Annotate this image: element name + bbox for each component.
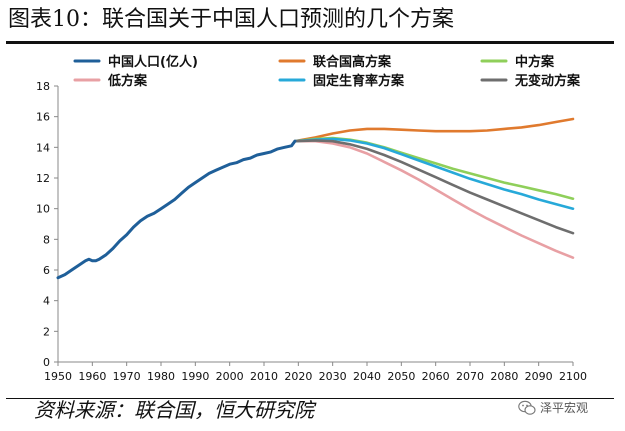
x-tick-label: 2100 bbox=[559, 370, 587, 383]
series-line-fixed-fertility bbox=[293, 137, 575, 210]
legend-label-no-change: 无变动方案 bbox=[514, 73, 581, 89]
x-tick-label: 2050 bbox=[387, 370, 415, 383]
series-line-no-change bbox=[293, 139, 575, 235]
source-divider bbox=[6, 398, 614, 399]
legend-label-low: 低方案 bbox=[107, 73, 148, 89]
chart-title: 图表10：联合国关于中国人口预测的几个方案 bbox=[8, 7, 454, 32]
series-line-low bbox=[293, 139, 575, 260]
watermark: 泽平宏观 bbox=[518, 399, 588, 416]
x-tick-label: 2040 bbox=[353, 370, 381, 383]
x-tick-label: 2080 bbox=[490, 370, 518, 383]
y-tick-label: 8 bbox=[43, 233, 50, 246]
x-tick-label: 1970 bbox=[113, 370, 141, 383]
y-tick-label: 2 bbox=[43, 325, 50, 338]
x-tick-label: 1960 bbox=[78, 370, 106, 383]
x-tick-label: 2000 bbox=[216, 370, 244, 383]
legend-label-mid: 中方案 bbox=[515, 54, 555, 70]
x-tick-label: 2010 bbox=[250, 370, 278, 383]
watermark-text: 泽平宏观 bbox=[540, 401, 589, 415]
x-tick-label: 2060 bbox=[422, 370, 450, 383]
series-line-un-high bbox=[293, 117, 575, 143]
legend-label-china-pop: 中国人口(亿人) bbox=[108, 54, 198, 70]
x-tick-label: 1980 bbox=[147, 370, 175, 383]
x-tick-label: 2090 bbox=[525, 370, 553, 383]
x-tick-label: 1950 bbox=[44, 370, 72, 383]
chart-axes: 0 2 4 6 8 10 12 14 16 18 1950 1960 1970 1980 1990 2000 2… bbox=[36, 80, 587, 383]
title-underline bbox=[6, 41, 614, 44]
source-note: 资料来源：联合国，恒大研究院 bbox=[34, 398, 314, 422]
y-tick-label: 16 bbox=[36, 111, 50, 124]
y-tick-label: 0 bbox=[43, 356, 50, 369]
y-tick-label: 18 bbox=[36, 80, 50, 93]
y-tick-label: 12 bbox=[36, 172, 50, 185]
x-tick-label: 2070 bbox=[456, 370, 484, 383]
y-tick-label: 6 bbox=[43, 264, 50, 277]
legend-label-fixed-fertility: 固定生育率方案 bbox=[313, 73, 405, 89]
x-tick-label: 2030 bbox=[319, 370, 347, 383]
wechat-icon bbox=[518, 400, 536, 415]
x-tick-label: 2020 bbox=[284, 370, 312, 383]
legend-label-un-high: 联合国高方案 bbox=[313, 54, 392, 70]
y-tick-label: 4 bbox=[43, 295, 50, 308]
y-tick-label: 10 bbox=[36, 203, 50, 216]
x-tick-label: 1990 bbox=[181, 370, 209, 383]
series-line-china-pop bbox=[56, 139, 297, 280]
chart-series-layer bbox=[56, 117, 575, 280]
y-tick-label: 14 bbox=[36, 141, 50, 154]
